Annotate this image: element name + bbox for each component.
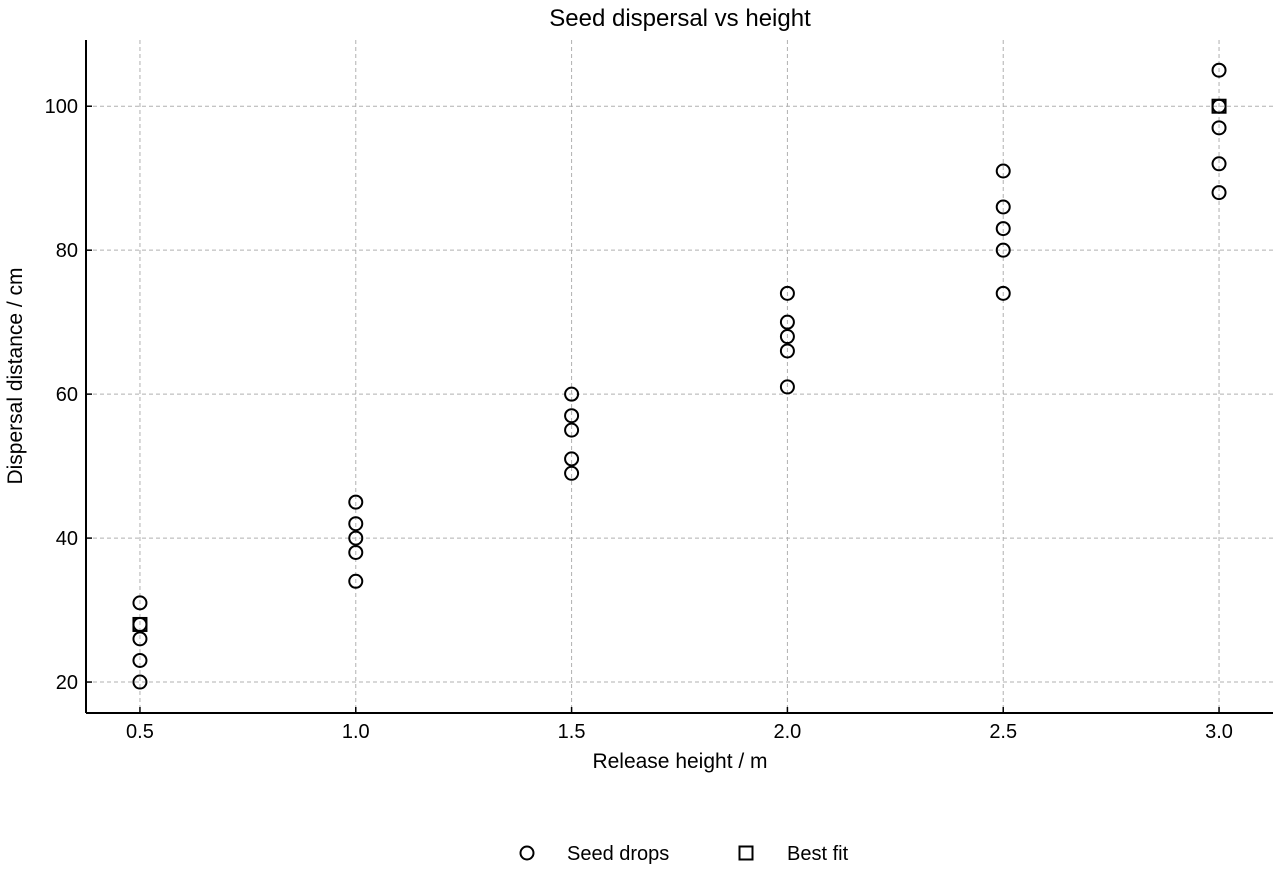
legend-label: Seed drops (567, 843, 669, 865)
x-tick-label: 1.5 (558, 721, 586, 743)
chart-title: Seed dispersal vs height (549, 5, 811, 32)
seed-drop-point (995, 163, 1011, 179)
seed-drop-point (779, 314, 795, 330)
seed-drop-point (132, 674, 148, 690)
seed-drop-point (995, 221, 1011, 237)
seed-drop-point (132, 652, 148, 668)
seed-drop-point (564, 386, 580, 402)
seed-drop-point (348, 544, 364, 560)
x-axis-label: Release height / m (592, 750, 767, 773)
seed-drop-point (1211, 185, 1227, 201)
seed-drop-point (132, 631, 148, 647)
y-tick-label: 40 (56, 528, 78, 550)
legend-label: Best fit (787, 843, 849, 865)
x-tick-label: 0.5 (126, 721, 154, 743)
seed-drop-point (1211, 156, 1227, 172)
seed-drop-point (779, 379, 795, 395)
seed-drop-point (995, 242, 1011, 258)
y-tick-label: 20 (56, 672, 78, 694)
best-fit-point (132, 616, 148, 632)
axes (85, 40, 1273, 714)
best-fit-point (1211, 98, 1227, 114)
x-tick-label: 1.0 (342, 721, 370, 743)
y-tick-label: 80 (56, 240, 78, 262)
x-tick-label: 3.0 (1205, 721, 1233, 743)
seed-drop-point (564, 408, 580, 424)
seed-drop-point (132, 595, 148, 611)
seed-drop-point (348, 530, 364, 546)
grid-lines (86, 40, 1273, 713)
seed-drop-point (564, 422, 580, 438)
seed-drop-point (995, 285, 1011, 301)
seed-drop-point (995, 199, 1011, 215)
legend-marker-square (738, 845, 754, 861)
seed-drop-point (1211, 120, 1227, 136)
x-tick-label: 2.0 (774, 721, 802, 743)
y-tick-label: 100 (45, 96, 78, 118)
ticks: 0.5 1.0 1.5 2.0 2.5 3.0 20 40 60 80 100 (45, 96, 1233, 743)
seed-drop-point (779, 343, 795, 359)
legend: Seed drops Best fit (519, 843, 849, 865)
x-tick-label: 2.5 (989, 721, 1017, 743)
seed-drop-point (779, 285, 795, 301)
y-tick-label: 60 (56, 384, 78, 406)
seed-drop-point (564, 465, 580, 481)
seed-drop-point (348, 516, 364, 532)
y-axis-label: Dispersal distance / cm (4, 267, 27, 484)
seed-drop-point (564, 451, 580, 467)
data-points (132, 62, 1227, 690)
seed-drop-point (779, 329, 795, 345)
seed-drop-point (1211, 62, 1227, 78)
legend-marker-circle (519, 845, 535, 861)
seed-drop-point (348, 573, 364, 589)
seed-drop-point (348, 494, 364, 510)
